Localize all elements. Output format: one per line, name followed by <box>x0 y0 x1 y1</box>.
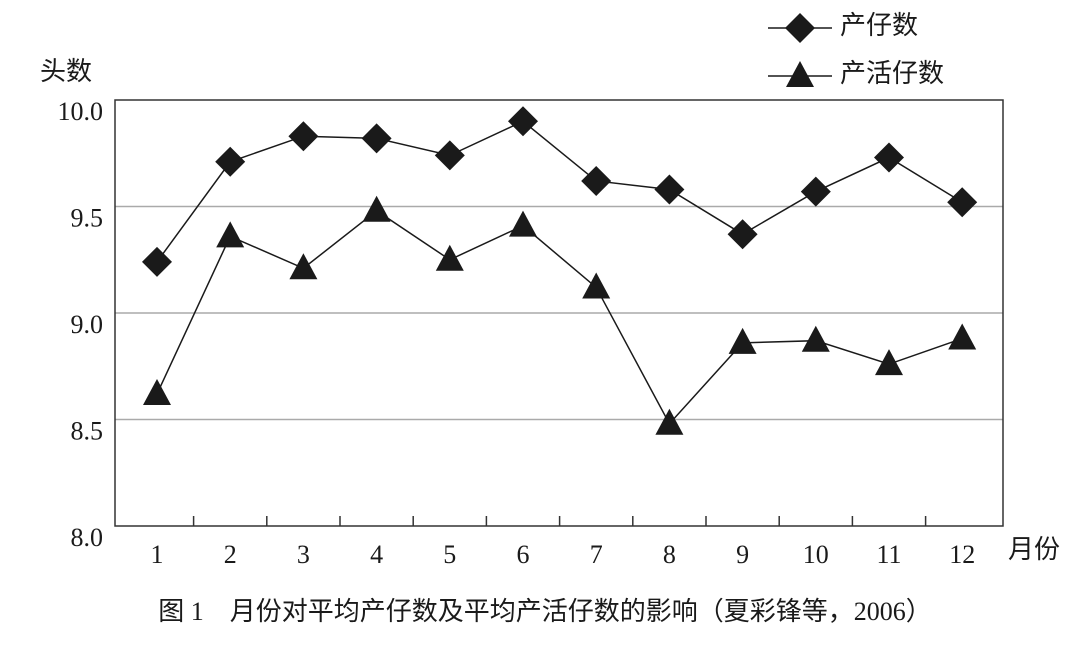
legend-label: 产仔数 <box>840 11 918 40</box>
y-axis-label: 头数 <box>40 57 92 86</box>
x-tick-label: 10 <box>803 540 829 569</box>
triangle-marker <box>509 210 537 237</box>
x-tick-label: 7 <box>590 540 603 569</box>
x-tick-label: 4 <box>370 540 383 569</box>
diamond-marker <box>947 187 978 218</box>
x-tick-label: 6 <box>517 540 530 569</box>
triangle-marker <box>143 378 171 405</box>
diamond-marker <box>288 121 319 152</box>
triangle-marker <box>655 408 684 435</box>
diamond-marker <box>361 123 392 154</box>
diamond-marker <box>727 219 758 250</box>
diamond-marker <box>215 146 246 177</box>
triangle-marker <box>728 327 757 354</box>
y-tick-label: 9.5 <box>71 203 104 232</box>
diamond-marker <box>654 174 685 205</box>
legend-marker <box>785 13 815 43</box>
triangle-marker <box>289 253 318 280</box>
x-tick-label: 5 <box>443 540 456 569</box>
series-line <box>156 120 963 263</box>
x-tick-label: 1 <box>151 540 164 569</box>
x-axis-label: 月份 <box>1008 535 1060 564</box>
diamond-marker <box>800 176 831 207</box>
diamond-marker <box>508 106 538 137</box>
x-tick-label: 11 <box>876 540 901 569</box>
y-tick-label: 10.0 <box>58 97 104 126</box>
triangle-marker <box>362 195 391 222</box>
diamond-marker <box>874 142 904 173</box>
triangle-marker <box>216 221 245 248</box>
y-tick-label: 8.5 <box>71 416 104 445</box>
x-tick-label: 2 <box>224 540 237 569</box>
diamond-marker <box>142 246 172 277</box>
x-tick-label: 12 <box>949 540 975 569</box>
x-tick-label: 9 <box>736 540 749 569</box>
diamond-marker <box>434 140 465 171</box>
diamond-marker <box>581 165 612 196</box>
y-tick-label: 8.0 <box>71 523 104 552</box>
legend-marker <box>786 61 814 87</box>
series-line <box>156 209 963 426</box>
triangle-marker <box>801 325 830 352</box>
legend-label: 产活仔数 <box>840 59 944 88</box>
x-tick-label: 8 <box>663 540 676 569</box>
triangle-marker <box>948 323 977 350</box>
y-tick-label: 9.0 <box>71 310 104 339</box>
caption: 图 1 月份对平均产仔数及平均产活仔数的影响（夏彩锋等，2006） <box>158 597 932 626</box>
x-tick-label: 3 <box>297 540 310 569</box>
triangle-marker <box>582 272 611 299</box>
triangle-marker <box>435 244 464 271</box>
triangle-marker <box>875 349 903 376</box>
